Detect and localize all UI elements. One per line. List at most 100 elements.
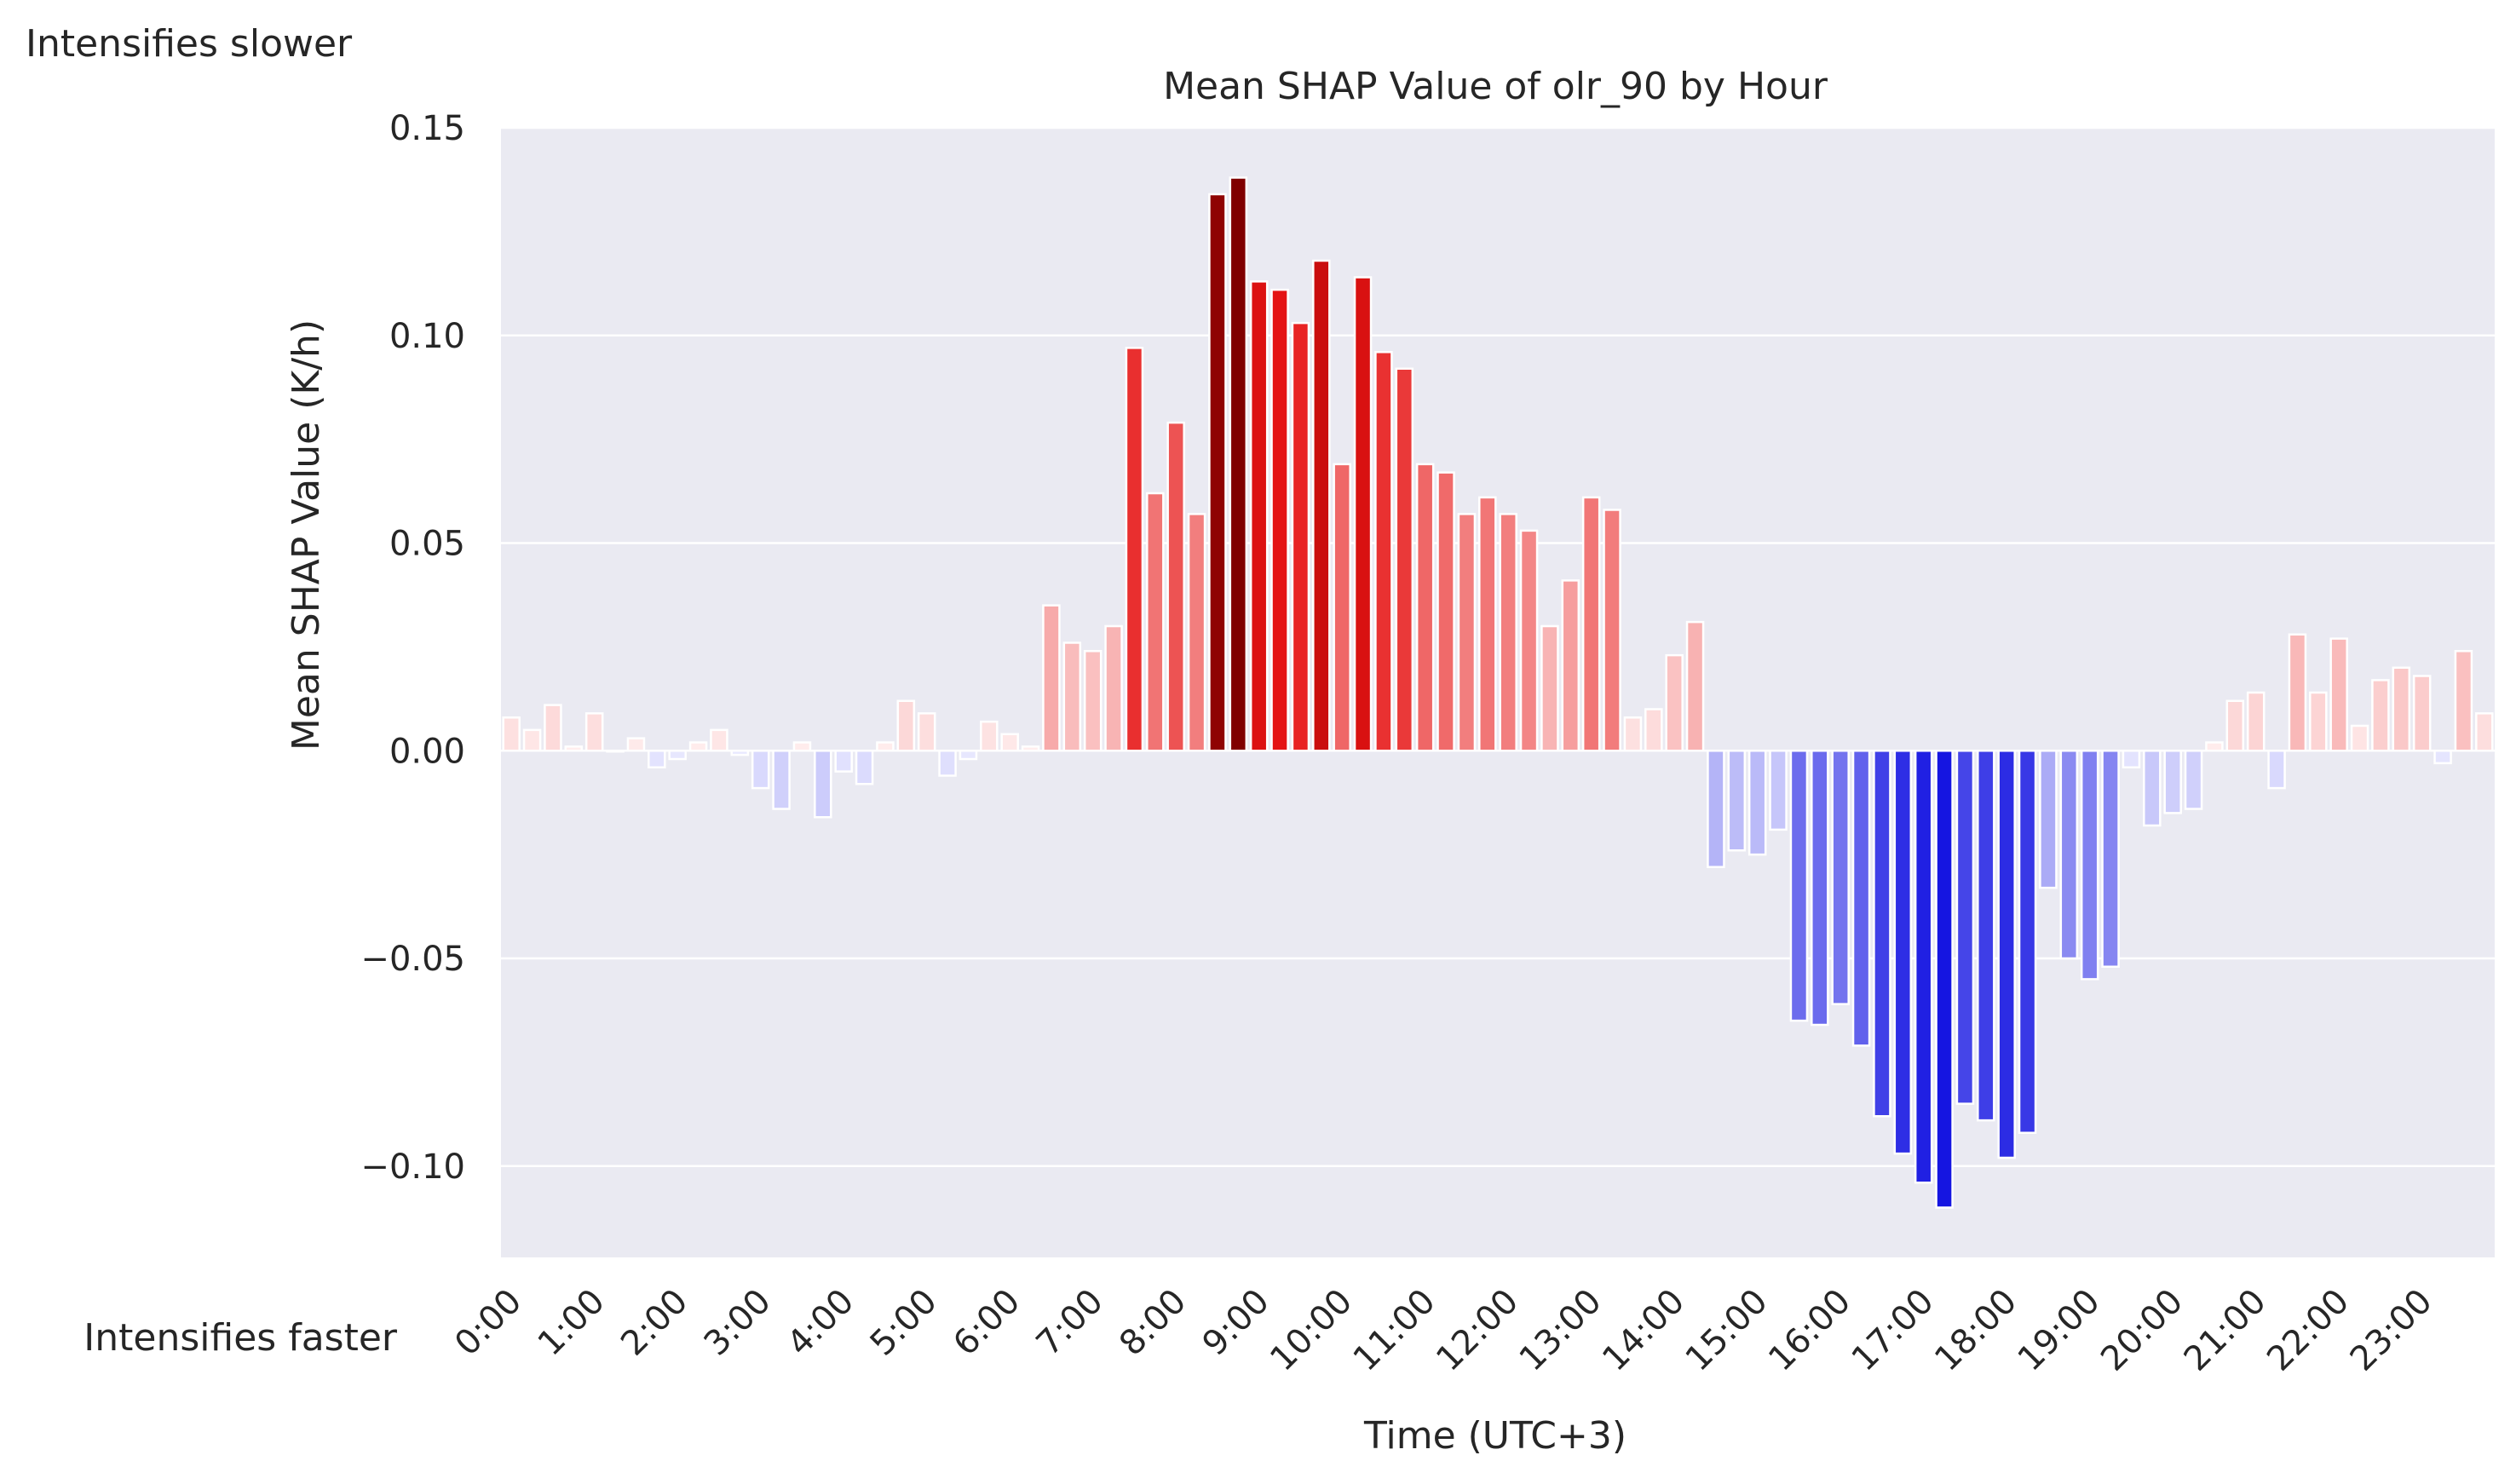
bar (1457, 513, 1477, 752)
bar (2412, 675, 2432, 752)
bar (1042, 604, 1061, 752)
bar (1062, 641, 1082, 752)
x-tick-label: 22:00 (2260, 1282, 2357, 1379)
bar (1104, 624, 1123, 752)
bar (1873, 750, 1891, 1118)
bar (2267, 750, 2286, 790)
bar (2184, 750, 2203, 810)
x-tick-label: 18:00 (1927, 1282, 2024, 1379)
bar (544, 704, 562, 752)
bar (1208, 193, 1227, 752)
bar (2246, 691, 2266, 752)
bar (2018, 750, 2037, 1134)
bar (688, 741, 708, 752)
bar (1187, 513, 1206, 752)
bar (980, 720, 999, 752)
bar (1707, 750, 1725, 868)
bar (814, 750, 832, 819)
bar (1811, 750, 1829, 1027)
bar (1685, 620, 1705, 752)
bar (1353, 276, 1373, 752)
x-tick-label: 4:00 (780, 1282, 861, 1364)
x-tick-label: 0:00 (447, 1282, 529, 1364)
bar (876, 741, 895, 752)
bar (896, 699, 916, 752)
bar (1415, 463, 1435, 752)
x-tick-label: 12:00 (1429, 1282, 1526, 1379)
annotation-intensifies-faster: Intensifies faster (83, 1316, 398, 1360)
bar (1644, 708, 1663, 752)
plot-background (501, 128, 2495, 1257)
bar (2143, 750, 2162, 827)
bar (2205, 741, 2224, 752)
bar (2475, 712, 2494, 752)
bar (2163, 750, 2182, 814)
bar (1955, 750, 1975, 1105)
bar (1291, 321, 1310, 752)
x-tick-label: 16:00 (1761, 1282, 1858, 1379)
x-axis-label: Time (UTC+3) (1363, 1414, 1626, 1458)
x-tick-labels: 0:00 1:00 2:00 3:00 4:00 5:00 6:00 7:00 8:00 9:00… (447, 1282, 2440, 1379)
bar (1561, 579, 1580, 752)
bar (1581, 496, 1601, 752)
bar (1436, 471, 1455, 752)
x-tick-label: 14:00 (1595, 1282, 1692, 1379)
y-tick-label: −0.05 (360, 940, 465, 979)
bar (2371, 679, 2390, 752)
bar (1000, 733, 1019, 752)
bar (1935, 750, 1954, 1209)
y-tick-label: 0.05 (389, 525, 465, 564)
bar (751, 750, 770, 790)
grid-lines (501, 126, 2495, 1167)
bar (1540, 624, 1559, 752)
y-tick-label: 0.10 (389, 317, 465, 356)
bar (584, 712, 604, 752)
x-tick-label: 2:00 (613, 1282, 695, 1364)
bar (1727, 750, 1747, 852)
x-tick-label: 23:00 (2343, 1282, 2440, 1379)
y-tick-label: −0.10 (360, 1148, 465, 1187)
bar (2122, 750, 2141, 768)
bar (1499, 513, 1517, 752)
x-tick-label: 3:00 (697, 1282, 779, 1364)
bar (1395, 367, 1414, 752)
bar (564, 745, 584, 752)
bar (2329, 637, 2348, 752)
x-tick-label: 8:00 (1112, 1282, 1194, 1364)
bar (1603, 509, 1621, 752)
x-tick-label: 13:00 (1512, 1282, 1609, 1379)
annotation-intensifies-slower: Intensifies slower (26, 22, 353, 66)
bar (2454, 650, 2473, 752)
bar (1665, 653, 1684, 752)
bar (2101, 750, 2120, 968)
bar (1914, 750, 1933, 1184)
bar (1519, 529, 1539, 752)
bar (2288, 633, 2307, 752)
bar (668, 750, 687, 761)
x-tick-label: 5:00 (863, 1282, 945, 1364)
x-tick-label: 11:00 (1346, 1282, 1443, 1379)
bar (855, 750, 874, 785)
bar (938, 750, 957, 777)
bar (1893, 750, 1913, 1155)
x-tick-label: 6:00 (946, 1282, 1028, 1364)
bar (2059, 750, 2079, 960)
bar (2080, 750, 2099, 981)
bar (1789, 750, 1809, 1022)
y-tick-label: 0.00 (389, 732, 465, 771)
bar (1229, 176, 1248, 752)
bar (2392, 666, 2411, 752)
bar (1997, 750, 2016, 1159)
bar (792, 741, 812, 752)
bar (730, 750, 750, 756)
bar (1083, 650, 1103, 752)
x-tick-label: 19:00 (2011, 1282, 2108, 1379)
bar (2350, 724, 2369, 752)
bar (1747, 750, 1767, 856)
x-tick-label: 21:00 (2177, 1282, 2274, 1379)
bar (1249, 280, 1269, 752)
bar (1125, 347, 1144, 752)
bar (1478, 496, 1497, 752)
